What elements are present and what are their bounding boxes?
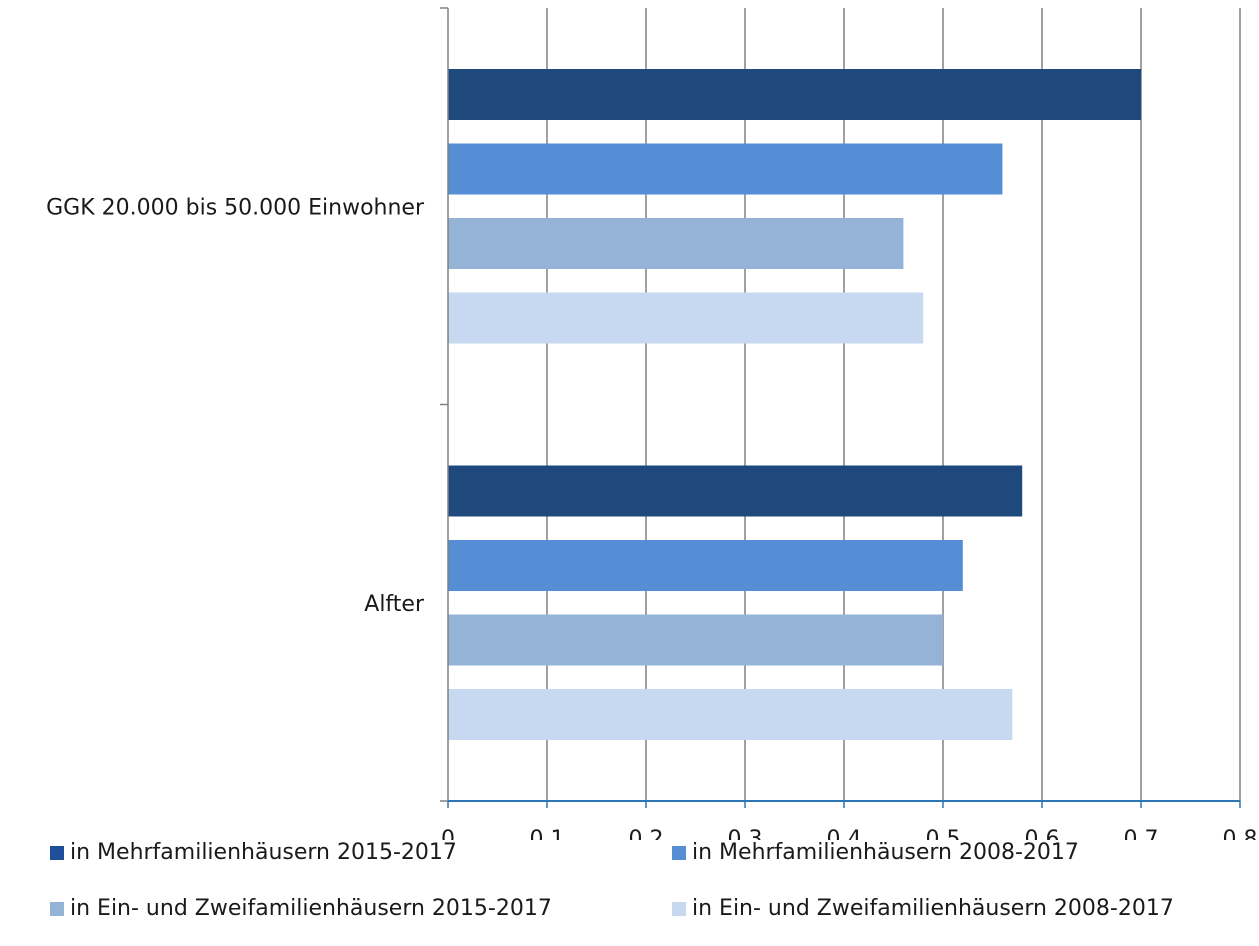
bar (448, 614, 943, 666)
category-label: GGK 20.000 bis 50.000 Einwohner (46, 195, 425, 220)
bar (448, 689, 1013, 740)
legend-swatch (50, 901, 64, 916)
legend-item-ezfh-2015-2017: in Ein- und Zweifamilienhäusern 2015-201… (50, 896, 552, 921)
x-tick-label: 0,2 (629, 827, 664, 840)
x-tick-label: 0,5 (926, 827, 961, 840)
x-tick-label: 0,7 (1124, 827, 1159, 840)
bars (448, 69, 1141, 740)
bar (448, 465, 1023, 517)
legend-label: in Ein- und Zweifamilienhäusern 2008-201… (692, 896, 1174, 921)
legend-swatch (672, 901, 686, 916)
x-tick-label: 0,4 (827, 827, 862, 840)
category-label: Alfter (364, 592, 425, 617)
x-tick-label: 0 (441, 827, 455, 840)
bar (448, 292, 924, 344)
legend-item-mfh-2008-2017: in Mehrfamilienhäusern 2008-2017 (672, 840, 1079, 865)
bar (448, 540, 963, 591)
bar-chart: 0 0,1 0,2 0,3 0,4 0,5 0,6 0,7 0,8 GGK 20.000 bis… (46, 7, 1258, 840)
legend: in Mehrfamilienhäusern 2015-2017 in Mehr… (0, 840, 1259, 946)
bar (448, 143, 1003, 195)
x-tick-label: 0,6 (1025, 827, 1060, 840)
category-labels: GGK 20.000 bis 50.000 Einwohner Alfter (46, 195, 425, 617)
legend-label: in Mehrfamilienhäusern 2008-2017 (692, 840, 1079, 865)
x-tick-label: 0,3 (728, 827, 763, 840)
bar (448, 69, 1141, 120)
legend-label: in Mehrfamilienhäusern 2015-2017 (70, 840, 457, 865)
axes (440, 7, 1241, 808)
x-tick-label: 0,8 (1223, 827, 1258, 840)
legend-swatch (672, 845, 686, 860)
legend-swatch (50, 845, 64, 860)
bar (448, 218, 904, 269)
legend-label: in Ein- und Zweifamilienhäusern 2015-201… (70, 896, 552, 921)
legend-item-mfh-2015-2017: in Mehrfamilienhäusern 2015-2017 (50, 840, 457, 865)
legend-item-ezfh-2008-2017: in Ein- und Zweifamilienhäusern 2008-201… (672, 896, 1174, 921)
x-tick-labels: 0 0,1 0,2 0,3 0,4 0,5 0,6 0,7 0,8 (441, 827, 1258, 840)
x-tick-label: 0,1 (530, 827, 565, 840)
gridlines (546, 8, 1241, 801)
